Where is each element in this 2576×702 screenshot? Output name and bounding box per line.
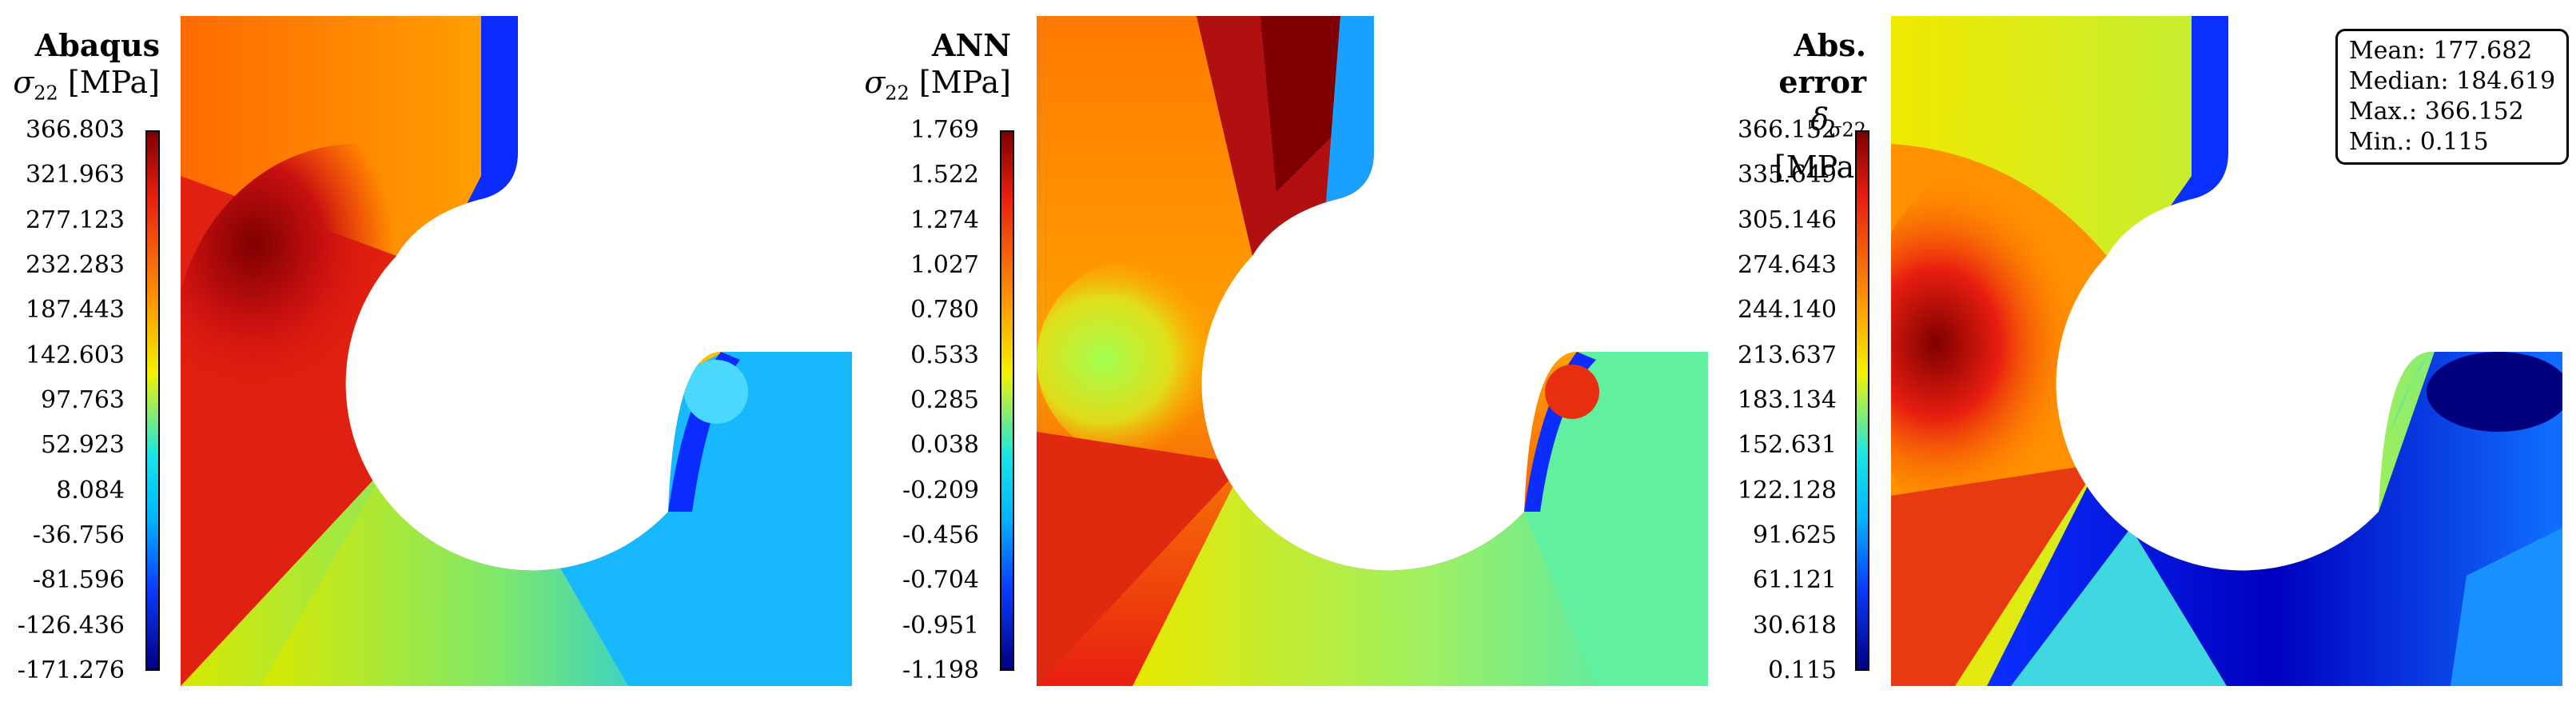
colorbar bbox=[1855, 130, 1869, 671]
colorbar-tick-label: 335.649 bbox=[1737, 161, 1837, 189]
colorbar bbox=[145, 130, 160, 671]
statistics-box: Mean: 177.682 Median: 184.619 Max.: 366.… bbox=[2335, 29, 2570, 165]
quantity-label: δσ22 [MPa] bbox=[1774, 102, 1866, 185]
panel-ann: ANN σ22 [MPa] 1.769 1.522 1.274 1.027 0.780 0… bbox=[859, 0, 1718, 702]
colorbar-ticks: 1.769 1.522 1.274 1.027 0.780 0.533 0.285 0.038… bbox=[859, 118, 979, 683]
stat-min: Min.: 0.115 bbox=[2349, 128, 2489, 156]
colorbar-tick-label: -0.456 bbox=[902, 521, 979, 549]
stress-field bbox=[1037, 16, 1708, 686]
title-label: Abs. error bbox=[1778, 27, 1866, 100]
colorbar-tick-label: 0.533 bbox=[910, 341, 979, 369]
colorbar-tick-label: -0.951 bbox=[902, 611, 979, 640]
colorbar-tick-label: 0.038 bbox=[910, 431, 979, 460]
panel-title: Abs. error δσ22 [MPa] bbox=[1718, 27, 1866, 185]
colorbar-tick-label: 0.115 bbox=[1768, 656, 1837, 684]
title-label: Abaqus bbox=[34, 27, 160, 63]
stat-mean: Mean: 177.682 bbox=[2349, 37, 2533, 65]
colorbar-tick-label: 97.763 bbox=[41, 386, 125, 414]
colorbar bbox=[1000, 130, 1014, 671]
colorbar-tick-label: -1.198 bbox=[902, 656, 979, 684]
stress-field bbox=[181, 16, 852, 686]
colorbar-tick-label: -0.704 bbox=[902, 566, 979, 595]
colorbar-tick-label: 274.643 bbox=[1737, 251, 1837, 279]
colorbar-tick-label: 52.923 bbox=[41, 431, 125, 460]
colorbar-tick-label: 1.027 bbox=[910, 251, 979, 279]
colorbar-tick-label: 1.769 bbox=[910, 116, 979, 144]
stat-max: Max.: 366.152 bbox=[2349, 98, 2524, 126]
panel-abaqus: Abaqus σ22 [MPa] 366.803 321.963 277.123 23… bbox=[0, 0, 859, 702]
colorbar-tick-label: -126.436 bbox=[17, 611, 125, 640]
colorbar-tick-label: 0.285 bbox=[910, 386, 979, 414]
colorbar-tick-label: 30.618 bbox=[1753, 611, 1837, 640]
colorbar-ticks: 366.152 335.649 305.146 274.643 244.140 213.6… bbox=[1718, 118, 1837, 683]
colorbar-tick-label: -171.276 bbox=[17, 656, 125, 684]
colorbar-tick-label: 8.084 bbox=[56, 476, 125, 505]
colorbar-tick-label: 366.803 bbox=[25, 116, 125, 144]
quantity-label: σ22 [MPa] bbox=[13, 65, 160, 105]
colorbar-tick-label: 244.140 bbox=[1737, 296, 1837, 325]
colorbar-tick-label: 122.128 bbox=[1737, 476, 1837, 505]
colorbar-tick-label: 366.152 bbox=[1737, 116, 1837, 144]
colorbar-tick-label: 232.283 bbox=[25, 251, 125, 279]
panel-title: ANN σ22 [MPa] bbox=[859, 27, 1011, 112]
colorbar-tick-label: 1.274 bbox=[910, 205, 979, 234]
colorbar-tick-label: 213.637 bbox=[1737, 341, 1837, 369]
quantity-label: σ22 [MPa] bbox=[864, 65, 1011, 105]
colorbar-tick-label: 0.780 bbox=[910, 296, 979, 325]
panel-title: Abaqus σ22 [MPa] bbox=[0, 27, 160, 112]
colorbar-tick-label: 305.146 bbox=[1737, 205, 1837, 234]
colorbar-tick-label: 1.522 bbox=[910, 161, 979, 189]
panel-abs-error: Abs. error δσ22 [MPa] 366.152 335.649 305.… bbox=[1718, 0, 2576, 702]
colorbar-tick-label: 142.603 bbox=[25, 341, 125, 369]
title-label: ANN bbox=[932, 27, 1011, 63]
colorbar-tick-label: 183.134 bbox=[1737, 386, 1837, 414]
colorbar-tick-label: 91.625 bbox=[1753, 521, 1837, 549]
colorbar-ticks: 366.803 321.963 277.123 232.283 187.443 142.6… bbox=[0, 118, 125, 683]
colorbar-tick-label: -0.209 bbox=[902, 476, 979, 505]
colorbar-tick-label: 61.121 bbox=[1753, 566, 1837, 595]
colorbar-tick-label: -36.756 bbox=[32, 521, 125, 549]
colorbar-tick-label: 321.963 bbox=[25, 161, 125, 189]
colorbar-tick-label: 152.631 bbox=[1737, 431, 1837, 460]
colorbar-tick-label: 277.123 bbox=[25, 205, 125, 234]
stat-median: Median: 184.619 bbox=[2349, 67, 2556, 95]
colorbar-tick-label: 187.443 bbox=[25, 296, 125, 325]
colorbar-tick-label: -81.596 bbox=[32, 566, 125, 595]
